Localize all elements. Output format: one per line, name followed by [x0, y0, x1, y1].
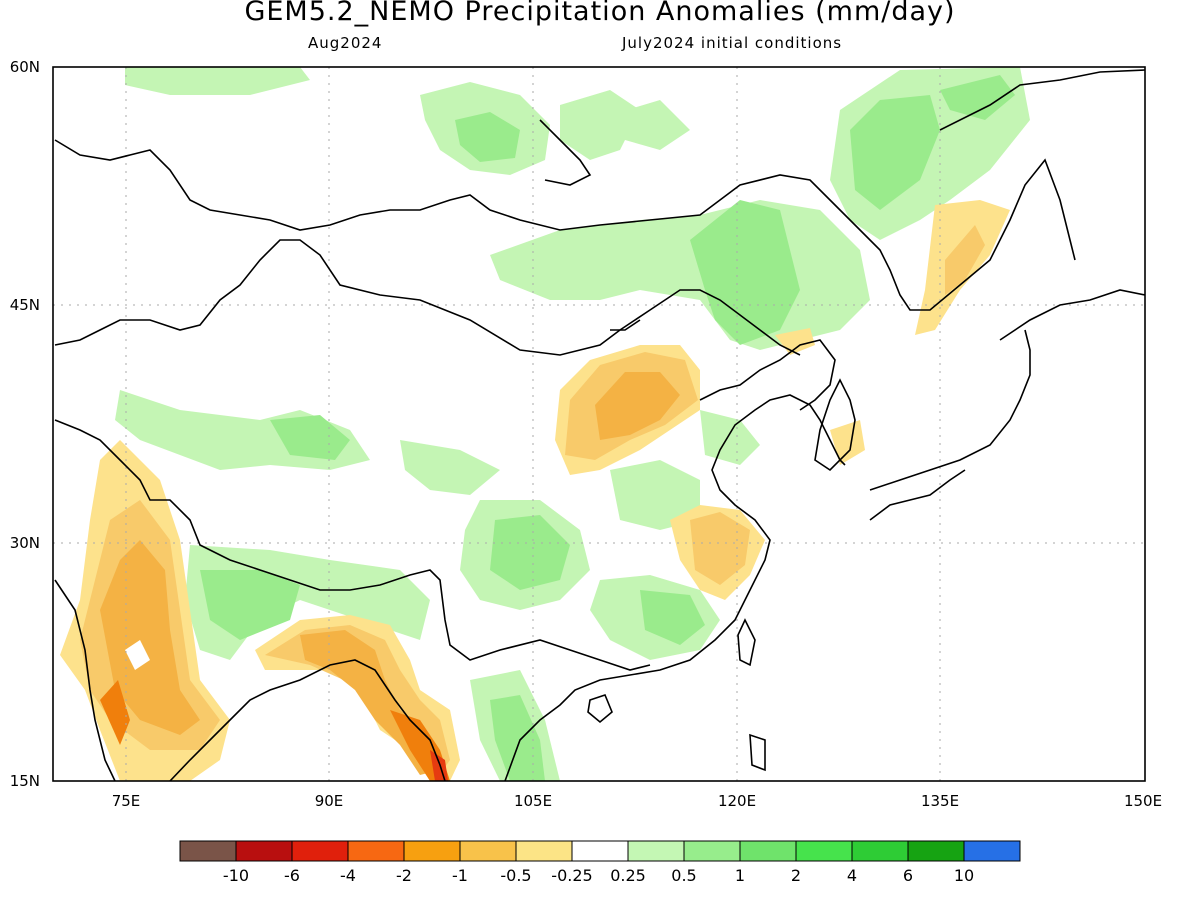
colorbar-tick-label: -1	[452, 866, 468, 885]
colorbar-tick-label: -10	[222, 866, 250, 885]
dry-anomaly-region	[100, 540, 200, 735]
colorbar-tick-label: -4	[340, 866, 356, 885]
chart-title: GEM5.2_NEMO Precipitation Anomalies (mm/…	[244, 0, 956, 27]
lat-label-15n: 15N	[9, 772, 40, 790]
colorbar-swatch	[963, 840, 1021, 862]
wet-anomaly-region	[270, 415, 350, 460]
coastlines	[54, 69, 1145, 781]
colorbar-swatch	[795, 840, 853, 862]
wet-anomaly-region	[940, 75, 1015, 120]
colorbar-tick-label: 4	[846, 866, 858, 885]
colorbar-swatch	[739, 840, 797, 862]
wet-anomaly-region	[620, 100, 690, 150]
colorbar-swatch	[515, 840, 573, 862]
colorbar-swatch	[347, 840, 405, 862]
colorbar-tick-label: -6	[284, 866, 300, 885]
lon-label-150e: 150E	[1123, 792, 1163, 810]
colorbar-tick-label: 6	[902, 866, 914, 885]
colorbar-swatch	[683, 840, 741, 862]
colorbar-swatch	[907, 840, 965, 862]
coastline	[814, 378, 856, 472]
wet-anomaly-region	[560, 90, 640, 160]
coastline	[54, 239, 801, 356]
dry-anomaly-region	[945, 225, 985, 295]
wet-anomaly-region	[455, 112, 520, 162]
wet-anomaly-region	[850, 95, 940, 210]
colorbar-swatch	[627, 840, 685, 862]
wet-anomaly-region	[490, 695, 545, 781]
dry-anomaly-region	[430, 750, 448, 781]
map-frame	[52, 66, 1146, 782]
colorbar-swatch	[235, 840, 293, 862]
colorbar-swatch	[403, 840, 461, 862]
colorbar-swatch	[179, 840, 237, 862]
lon-label-90e: 90E	[314, 792, 344, 810]
coastline	[54, 579, 116, 781]
colorbar-tick-label: 2	[790, 866, 802, 885]
wet-anomaly-region	[640, 590, 705, 645]
colorbar-tick-label: 0.5	[671, 866, 697, 885]
lat-label-60n: 60N	[9, 58, 40, 76]
wet-anomaly-region	[200, 570, 300, 640]
coastline	[737, 618, 756, 667]
coastline	[699, 339, 836, 411]
colorbar-tick-label: 10	[953, 866, 975, 885]
lat-label-45n: 45N	[9, 296, 40, 314]
coastline	[587, 694, 613, 724]
colorbar-tick-label: 0.25	[610, 866, 646, 885]
coastline	[539, 119, 592, 186]
valid-month: Aug2024	[308, 34, 383, 52]
graticule	[53, 67, 1145, 781]
dry-anomaly-region	[595, 372, 680, 440]
coastline	[999, 289, 1145, 341]
initial-conditions: July2024 initial conditions	[622, 34, 843, 52]
lat-label-30n: 30N	[9, 534, 40, 552]
colorbar-swatch	[851, 840, 909, 862]
wet-anomaly-region	[400, 440, 500, 495]
coastline	[869, 329, 1031, 491]
coastline	[749, 733, 766, 772]
colorbar-tick-label: -0.5	[500, 866, 532, 885]
coastline	[869, 469, 966, 521]
anomaly-field	[60, 67, 1030, 781]
colorbar	[179, 840, 1021, 862]
coastline	[610, 319, 641, 331]
coastline	[939, 69, 1145, 131]
wet-anomaly-region	[610, 460, 700, 530]
dry-anomaly-region	[830, 420, 865, 465]
dry-anomaly-region	[100, 680, 130, 745]
colorbar-swatch	[291, 840, 349, 862]
wet-anomaly-region	[125, 67, 310, 95]
colorbar-swatch	[571, 840, 629, 862]
dry-anomaly-region	[690, 512, 750, 585]
lon-label-120e: 120E	[717, 792, 757, 810]
coastline	[54, 139, 1076, 311]
lon-label-75e: 75E	[111, 792, 141, 810]
colorbar-tick-label: -0.25	[551, 866, 593, 885]
wet-anomaly-region	[490, 515, 570, 590]
lon-label-135e: 135E	[920, 792, 960, 810]
wet-anomaly-region	[690, 200, 800, 345]
wet-anomaly-region	[700, 410, 760, 465]
coastline	[504, 394, 846, 781]
dry-anomaly-region	[125, 640, 150, 670]
colorbar-tick-label: 1	[734, 866, 746, 885]
lon-label-105e: 105E	[513, 792, 553, 810]
coastline	[54, 419, 651, 671]
coastline	[169, 659, 446, 781]
colorbar-tick-label: -2	[396, 866, 412, 885]
colorbar-swatch	[459, 840, 517, 862]
